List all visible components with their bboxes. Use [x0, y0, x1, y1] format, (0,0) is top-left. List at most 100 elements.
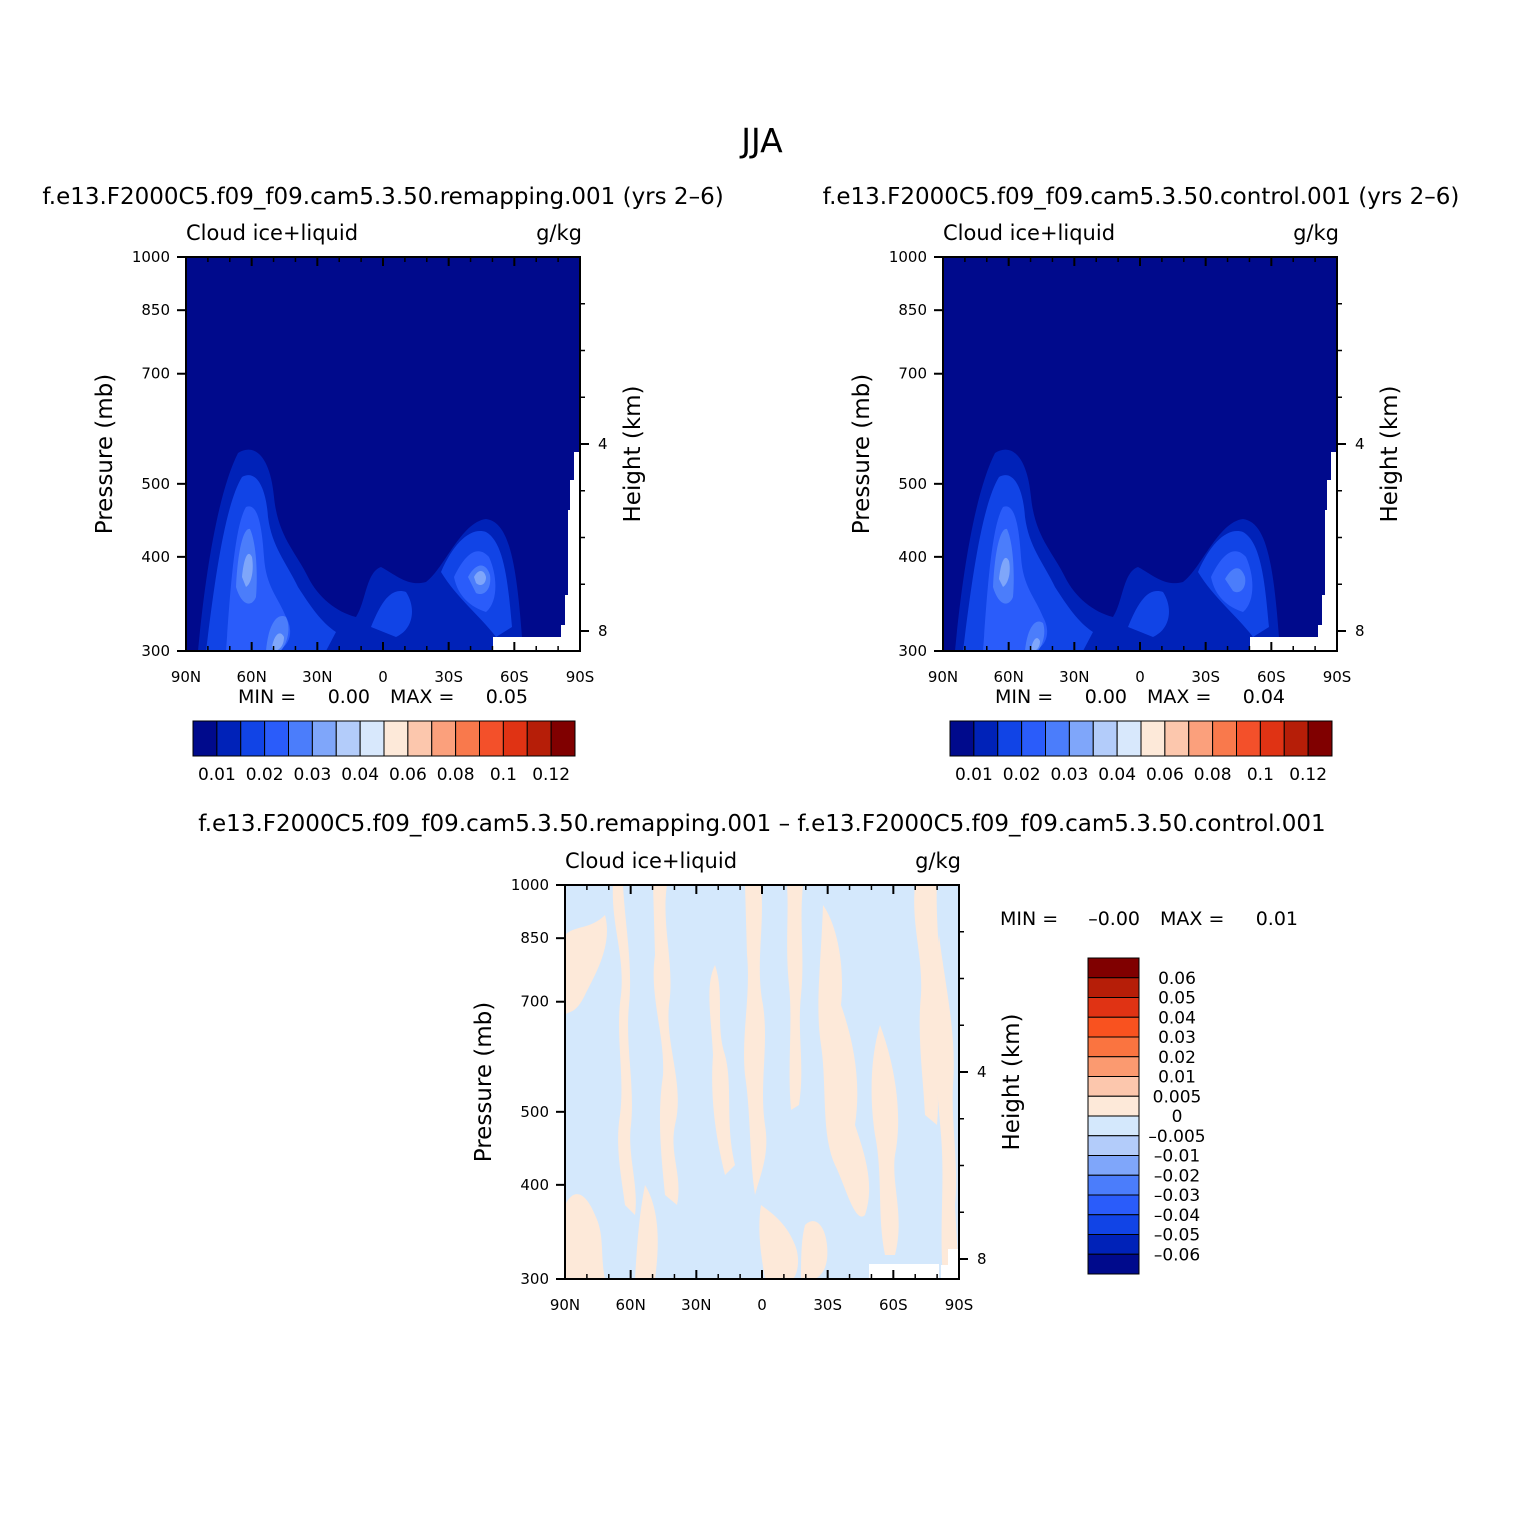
colorbar-swatch — [1087, 1194, 1140, 1216]
y-tick-label: 1000 — [511, 876, 549, 894]
contour-field — [565, 885, 959, 1279]
colorbar-label: 0.06 — [1146, 765, 1184, 785]
y-tick-label: 500 — [898, 475, 927, 493]
colorbar-swatch — [1116, 720, 1142, 757]
units-label: g/kg — [915, 849, 961, 873]
max-label: MAX = — [390, 686, 454, 708]
x-tick-label: 60N — [237, 668, 267, 686]
axes: 90N 60N 30N 0 30S 60S 90S 300 400 500 700 850 1000 8 4 — [132, 248, 608, 686]
colorbar-swatch — [502, 720, 528, 757]
y2-axis-label: Height (km) — [620, 385, 646, 522]
colorbar-label: 0 — [1172, 1107, 1183, 1127]
panel-control: f.e13.F2000C5.f09_f09.cam5.3.50.control.… — [823, 184, 1460, 785]
max-value: 0.04 — [1243, 686, 1285, 708]
panel-title: f.e13.F2000C5.f09_f09.cam5.3.50.remappin… — [42, 184, 723, 210]
colorbar-swatch — [216, 720, 242, 757]
x-tick-label: 30N — [302, 668, 332, 686]
colorbar-label: 0.01 — [198, 765, 236, 785]
colorbar-swatch — [1068, 720, 1094, 757]
colorbar-swatch — [192, 720, 218, 757]
colorbar-swatch — [1188, 720, 1214, 757]
x-tick-label: 60N — [994, 668, 1024, 686]
colorbar-swatch — [1087, 1135, 1140, 1156]
y-tick-label: 850 — [898, 301, 927, 319]
colorbar-swatch — [1087, 1115, 1140, 1137]
x-tick-label: 60S — [879, 1296, 908, 1314]
contour-fills — [198, 449, 522, 651]
colorbar-label: 0.01 — [1158, 1068, 1196, 1088]
colorbar-swatch — [240, 720, 266, 757]
y-tick-label: 400 — [141, 548, 170, 566]
panel-title: f.e13.F2000C5.f09_f09.cam5.3.50.remappin… — [198, 811, 1325, 837]
colorbar-swatch — [1087, 1056, 1140, 1077]
colorbar: 0.01 0.02 0.03 0.04 0.06 0.08 0.1 0.12 — [192, 720, 576, 785]
colorbar-swatch — [1087, 1234, 1140, 1255]
colorbar-swatch — [997, 720, 1023, 757]
units-label: g/kg — [1293, 221, 1339, 245]
y-tick-label: 700 — [141, 365, 170, 383]
missing-data-mask — [869, 1264, 939, 1279]
colorbar-label: 0.04 — [1098, 765, 1136, 785]
max-label: MAX = — [1147, 686, 1211, 708]
y-tick-label: 300 — [898, 642, 927, 660]
min-value: 0.00 — [1085, 686, 1127, 708]
x-tick-label: 0 — [757, 1296, 767, 1314]
colorbar-label: 0.1 — [490, 765, 517, 785]
panel-title: f.e13.F2000C5.f09_f09.cam5.3.50.control.… — [823, 184, 1460, 210]
x-tick-label: 30S — [434, 668, 463, 686]
colorbar-label: –0.05 — [1154, 1226, 1200, 1246]
missing-data-mask — [493, 637, 565, 651]
colorbar-label: 0.06 — [1158, 969, 1196, 989]
colorbar-swatch — [288, 720, 313, 757]
x-tick-label: 0 — [378, 668, 388, 686]
y2-tick-label: 4 — [598, 435, 608, 453]
colorbar-swatch — [1259, 720, 1285, 757]
colorbar-swatch — [526, 720, 552, 757]
colorbar-swatch — [1087, 1076, 1140, 1097]
axes: 90N 60N 30N 0 30S 60S 90S 300 400 500 700 850 1000 8 4 — [511, 876, 987, 1314]
y-tick-label: 500 — [141, 475, 170, 493]
y2-axis-label: Height (km) — [999, 1013, 1025, 1150]
y-axis-label: Pressure (mb) — [471, 1002, 497, 1162]
colorbar-swatch — [407, 720, 433, 757]
colorbar-swatch — [479, 720, 504, 757]
colorbar-label: 0.02 — [246, 765, 284, 785]
y-tick-label: 300 — [141, 642, 170, 660]
min-label: MIN = — [995, 686, 1053, 708]
min-value: –0.00 — [1088, 908, 1140, 930]
x-tick-label: 90N — [171, 668, 201, 686]
missing-data-mask — [561, 452, 580, 651]
colorbar-label: 0.1 — [1247, 765, 1274, 785]
x-tick-label: 60S — [1257, 668, 1286, 686]
x-tick-label: 90N — [550, 1296, 580, 1314]
colorbar-swatch — [359, 720, 385, 757]
missing-data-mask — [941, 1249, 959, 1279]
x-tick-label: 60S — [500, 668, 529, 686]
colorbar-label: 0.03 — [1158, 1028, 1196, 1048]
colorbar-label: –0.005 — [1148, 1127, 1205, 1147]
variable-label: Cloud ice+liquid — [943, 221, 1115, 245]
y2-tick-label: 8 — [598, 622, 608, 640]
missing-data-mask — [1318, 452, 1337, 651]
colorbar-swatch — [383, 720, 409, 757]
colorbar-label: 0.02 — [1003, 765, 1041, 785]
y-axis-label: Pressure (mb) — [92, 374, 118, 534]
x-tick-label: 30S — [1191, 668, 1220, 686]
colorbar-label: 0.01 — [955, 765, 993, 785]
figure-title: JJA — [739, 121, 783, 160]
min-value: 0.00 — [328, 686, 370, 708]
y-tick-label: 700 — [898, 365, 927, 383]
colorbar-swatch — [1087, 1155, 1140, 1176]
colorbar: 0.060.050.040.030.020.010.0050–0.005–0.0… — [1087, 957, 1206, 1275]
colorbar-swatch — [1092, 720, 1118, 757]
colorbar-swatch — [1087, 957, 1140, 979]
y2-axis-label: Height (km) — [1377, 385, 1403, 522]
x-tick-label: 60N — [616, 1296, 646, 1314]
colorbar-swatch — [1087, 1036, 1140, 1058]
colorbar-swatch — [455, 720, 480, 757]
colorbar-label: 0.08 — [437, 765, 475, 785]
colorbar-label: 0.04 — [341, 765, 379, 785]
colorbar-swatch — [1045, 720, 1070, 757]
x-tick-label: 30N — [1059, 668, 1089, 686]
